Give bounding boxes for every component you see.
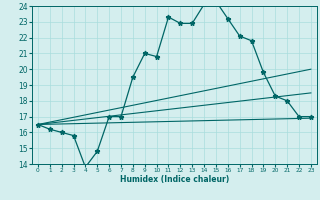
X-axis label: Humidex (Indice chaleur): Humidex (Indice chaleur) — [120, 175, 229, 184]
